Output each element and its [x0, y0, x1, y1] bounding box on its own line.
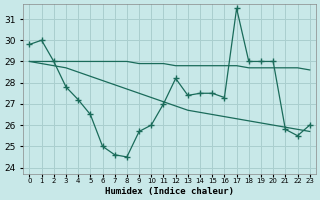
X-axis label: Humidex (Indice chaleur): Humidex (Indice chaleur) — [105, 187, 234, 196]
